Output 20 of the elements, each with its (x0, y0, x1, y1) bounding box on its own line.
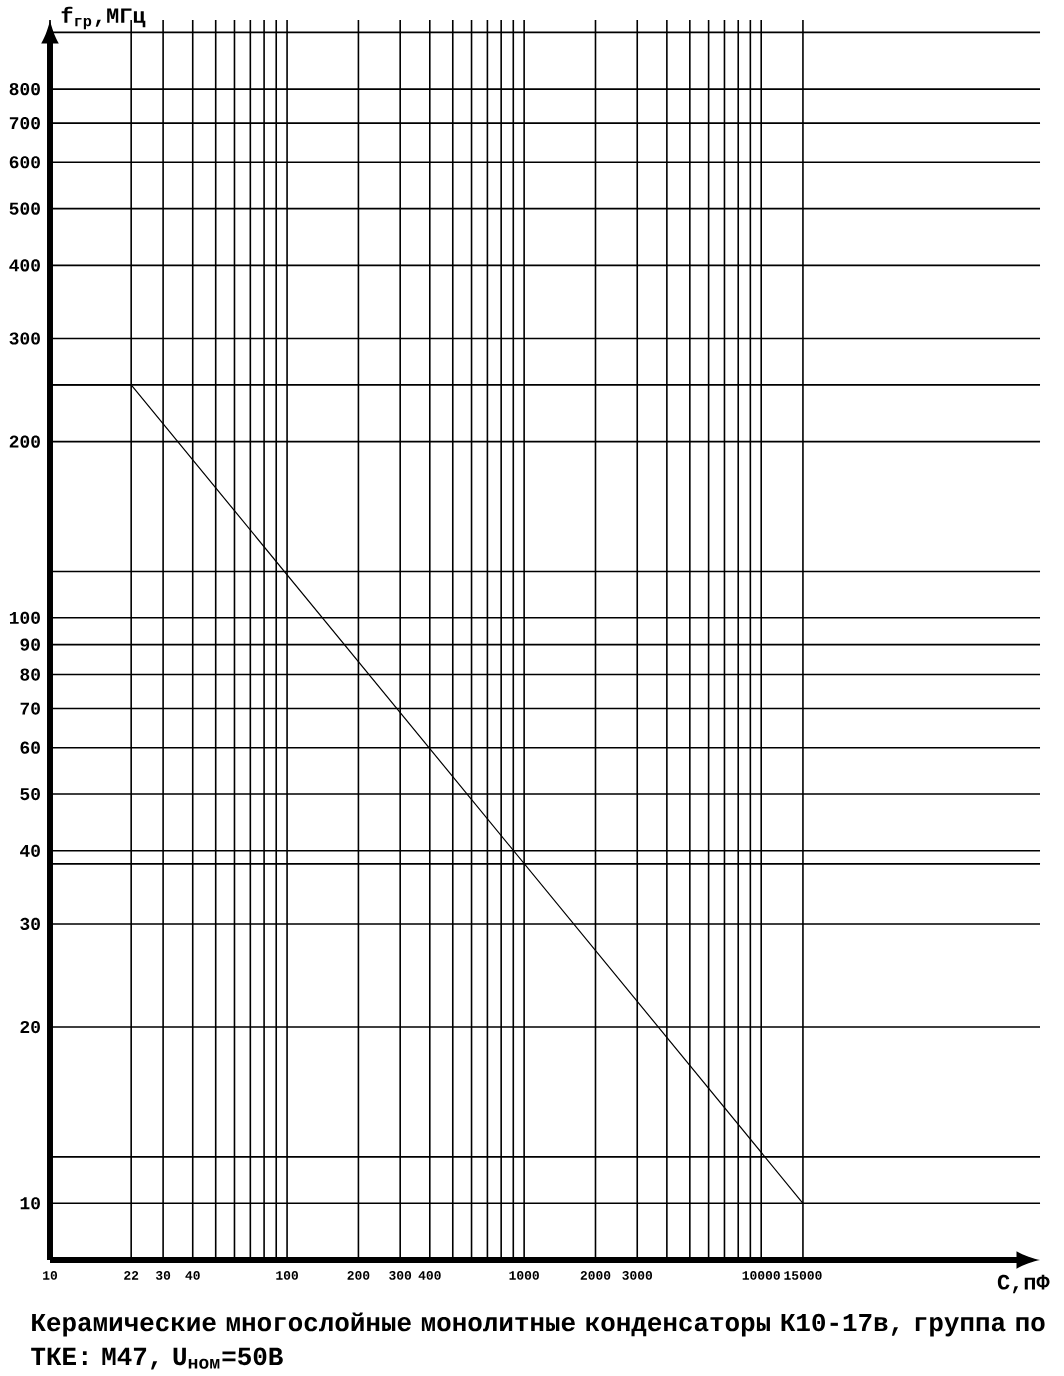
y-tick-label: 800 (9, 83, 40, 96)
y-tick-label: 40 (20, 844, 40, 857)
y-tick-label: 70 (20, 702, 40, 715)
y-tick-label: 80 (20, 668, 40, 681)
y-tick-label: 10 (20, 1197, 40, 1210)
y-tick-label: 100 (9, 611, 40, 624)
y-tick-label: 600 (9, 156, 40, 169)
y-tick-label: 400 (9, 259, 40, 272)
y-tick-label: 30 (20, 917, 40, 931)
y-tick-label: 20 (20, 1020, 40, 1034)
text: Керамические многослойные монолитные конденсаторы К10-17в, группа по ТКЕ: М47, U$_{ном}$=50В (31, 1312, 1045, 1370)
y-tick-label: 500 (9, 202, 40, 215)
y-tick-label: 60 (20, 741, 40, 754)
y-tick-label: 50 (20, 787, 40, 801)
y-tick-label: 90 (20, 638, 40, 651)
y-tick-label: 300 (9, 332, 40, 345)
y-axis-title: f$_{гр}$,МГц (61, 6, 146, 30)
x-axis-title: С,пФ (997, 1274, 1050, 1294)
y-tick-label: 200 (9, 435, 40, 448)
y-tick-label: 700 (9, 117, 40, 130)
